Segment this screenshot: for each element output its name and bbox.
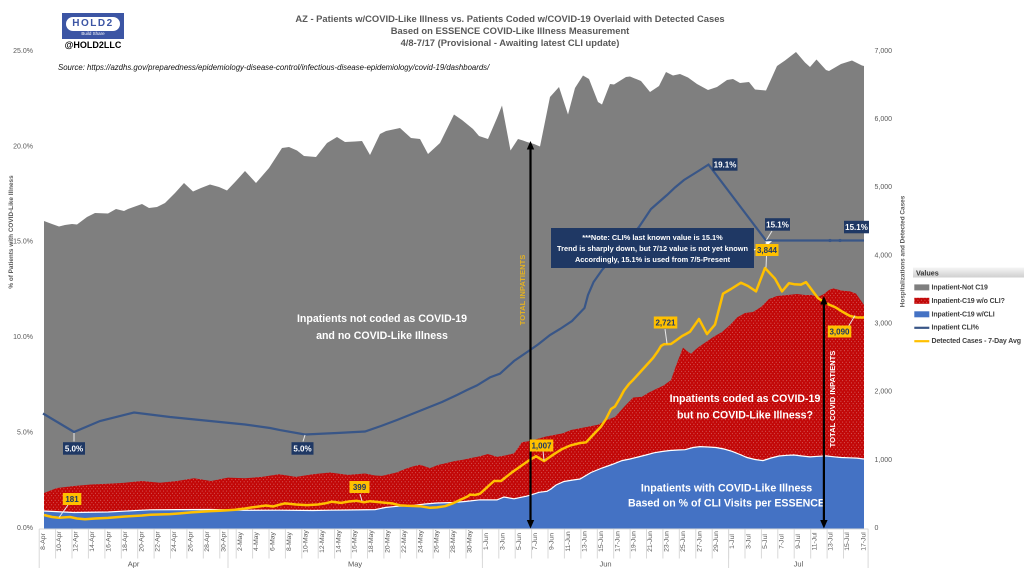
svg-text:Jun: Jun <box>599 560 611 569</box>
svg-text:1,000: 1,000 <box>875 457 893 464</box>
svg-text:8-Apr: 8-Apr <box>40 532 47 549</box>
svg-text:21-Jun: 21-Jun <box>647 531 654 552</box>
svg-text:24-May: 24-May <box>417 530 424 553</box>
svg-text:15.0%: 15.0% <box>13 239 33 246</box>
svg-text:Trend is sharply down, but 7/1: Trend is sharply down, but 7/12 value is… <box>557 244 748 253</box>
svg-text:8-May: 8-May <box>286 531 293 550</box>
svg-text:14-Apr: 14-Apr <box>89 531 96 552</box>
svg-text:20.0%: 20.0% <box>13 143 33 150</box>
svg-text:30-May: 30-May <box>467 530 474 553</box>
svg-text:10.0%: 10.0% <box>13 334 33 341</box>
svg-text:18-Apr: 18-Apr <box>122 531 129 552</box>
svg-text:Values: Values <box>916 269 939 278</box>
svg-text:7-Jun: 7-Jun <box>532 533 539 550</box>
svg-text:15-Jun: 15-Jun <box>598 531 605 552</box>
svg-text:Inpatient-Not C19: Inpatient-Not C19 <box>932 284 988 291</box>
svg-text:5,000: 5,000 <box>875 184 893 191</box>
svg-text:20-May: 20-May <box>385 530 392 553</box>
svg-text:Inpatients not coded as COVID-: Inpatients not coded as COVID-19 <box>297 313 467 325</box>
svg-text:7-Jul: 7-Jul <box>778 534 785 549</box>
svg-text:23-Jun: 23-Jun <box>664 531 671 552</box>
svg-text:18-May: 18-May <box>368 530 375 553</box>
svg-text:13-Jun: 13-Jun <box>582 531 589 552</box>
svg-text:27-Jun: 27-Jun <box>696 531 703 552</box>
svg-text:5.0%: 5.0% <box>293 445 311 454</box>
svg-text:6-May: 6-May <box>270 531 277 550</box>
svg-text:15.1%: 15.1% <box>766 221 789 230</box>
svg-text:10-May: 10-May <box>302 530 309 553</box>
svg-text:2-May: 2-May <box>237 531 244 550</box>
svg-text:22-Apr: 22-Apr <box>155 531 162 552</box>
svg-text:30-Apr: 30-Apr <box>220 531 227 552</box>
svg-text:10-Apr: 10-Apr <box>56 531 63 552</box>
svg-text:Inpatient-C19 w/CLI: Inpatient-C19 w/CLI <box>932 311 995 318</box>
svg-text:0.0%: 0.0% <box>17 525 33 532</box>
svg-text:11-Jun: 11-Jun <box>565 531 572 551</box>
svg-text:Apr: Apr <box>128 560 140 569</box>
svg-text:25-Jun: 25-Jun <box>680 531 687 552</box>
svg-text:25.0%: 25.0% <box>13 48 33 55</box>
svg-text:Inpatient CLI%: Inpatient CLI% <box>932 325 980 332</box>
svg-text:Jul: Jul <box>794 560 804 569</box>
svg-text:26-May: 26-May <box>434 530 441 553</box>
svg-text:1-Jul: 1-Jul <box>729 534 736 549</box>
svg-text:TOTAL INPATIENTS: TOTAL INPATIENTS <box>518 255 527 326</box>
svg-text:0: 0 <box>875 525 879 532</box>
svg-text:and no COVID-Like Illness: and no COVID-Like Illness <box>316 330 448 342</box>
svg-text:Inpatients with COVID-Like Ill: Inpatients with COVID-Like Illness <box>641 483 812 495</box>
svg-text:1,007: 1,007 <box>531 442 552 451</box>
svg-text:but no COVID-Like Illness?: but no COVID-Like Illness? <box>677 410 813 422</box>
svg-text:4,000: 4,000 <box>875 252 893 259</box>
svg-text:17-Jun: 17-Jun <box>614 531 621 552</box>
svg-text:19.1%: 19.1% <box>714 161 737 170</box>
svg-text:9-Jun: 9-Jun <box>549 533 556 550</box>
svg-text:28-Apr: 28-Apr <box>204 531 211 552</box>
svg-text:2,000: 2,000 <box>875 389 893 396</box>
svg-text:3,090: 3,090 <box>829 328 850 337</box>
svg-text:Based on % of CLI Visits per E: Based on % of CLI Visits per ESSENCE <box>628 498 825 510</box>
svg-text:24-Apr: 24-Apr <box>171 531 178 552</box>
svg-text:29-Jun: 29-Jun <box>713 531 720 552</box>
svg-text:3,000: 3,000 <box>875 321 893 328</box>
svg-text:Inpatient-C19 w/o CLI?: Inpatient-C19 w/o CLI? <box>932 298 1005 305</box>
svg-text:3-Jul: 3-Jul <box>746 534 753 549</box>
svg-text:Inpatients coded as COVID-19: Inpatients coded as COVID-19 <box>670 393 821 405</box>
svg-text:5-Jul: 5-Jul <box>762 534 769 549</box>
svg-text:***Note: CLI% last known value: ***Note: CLI% last known value is 15.1% <box>582 233 723 242</box>
svg-text:5-Jun: 5-Jun <box>516 533 523 550</box>
svg-text:22-May: 22-May <box>401 530 408 553</box>
svg-text:% of Patients with COVID-Like: % of Patients with COVID-Like Illness <box>8 175 15 289</box>
svg-text:Accordingly, 15.1% is used fro: Accordingly, 15.1% is used from 7/5-Pres… <box>575 255 731 264</box>
svg-text:16-May: 16-May <box>352 530 359 553</box>
svg-text:15-Jul: 15-Jul <box>844 532 851 551</box>
svg-text:181: 181 <box>65 495 79 504</box>
svg-text:7,000: 7,000 <box>875 48 893 55</box>
svg-text:11-Jul: 11-Jul <box>811 532 818 550</box>
svg-text:1-Jun: 1-Jun <box>483 533 490 550</box>
svg-text:5.0%: 5.0% <box>17 430 33 437</box>
svg-text:2,721: 2,721 <box>655 319 676 328</box>
svg-text:17-Jul: 17-Jul <box>861 532 868 551</box>
svg-text:26-Apr: 26-Apr <box>188 531 195 552</box>
svg-text:5.0%: 5.0% <box>65 445 83 454</box>
svg-text:9-Jul: 9-Jul <box>795 534 802 549</box>
svg-text:12-Apr: 12-Apr <box>73 531 80 552</box>
svg-text:3,844: 3,844 <box>757 246 778 255</box>
svg-text:4-May: 4-May <box>253 531 260 550</box>
svg-text:6,000: 6,000 <box>875 116 893 123</box>
svg-text:12-May: 12-May <box>319 530 326 553</box>
svg-text:Detected Cases - 7-Day Avg: Detected Cases - 7-Day Avg <box>932 338 1021 345</box>
svg-text:May: May <box>348 560 362 569</box>
svg-text:13-Jul: 13-Jul <box>828 532 835 551</box>
svg-text:19-Jun: 19-Jun <box>631 531 638 552</box>
svg-text:14-May: 14-May <box>335 530 342 553</box>
svg-text:3-Jun: 3-Jun <box>499 533 506 550</box>
svg-text:399: 399 <box>353 483 367 492</box>
svg-text:Hospitalizations and Detected: Hospitalizations and Detected Cases <box>900 195 907 307</box>
svg-text:16-Apr: 16-Apr <box>106 531 113 552</box>
svg-text:TOTAL COVID INPATIENTS: TOTAL COVID INPATIENTS <box>828 351 837 448</box>
svg-text:20-Apr: 20-Apr <box>138 531 145 552</box>
svg-text:28-May: 28-May <box>450 530 457 553</box>
svg-text:15.1%: 15.1% <box>845 223 868 232</box>
